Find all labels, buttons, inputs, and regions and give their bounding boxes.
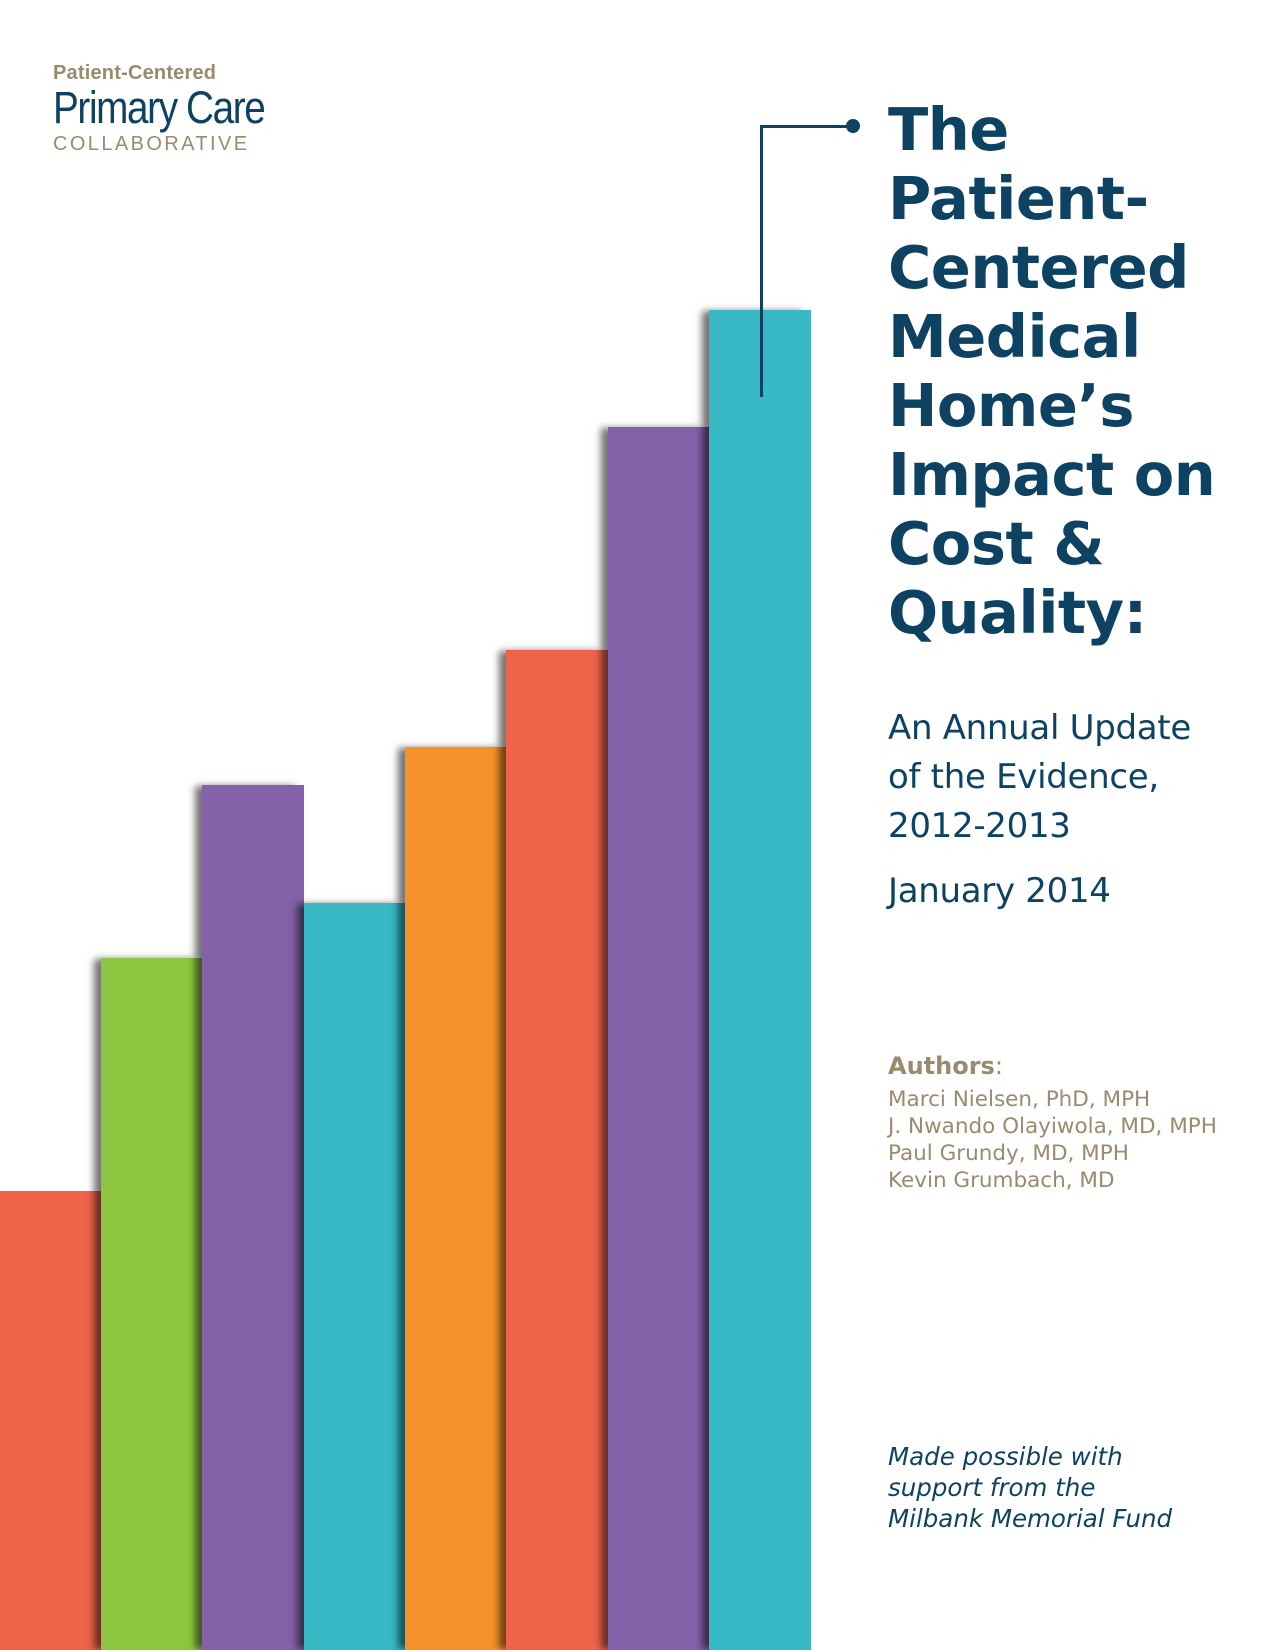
title-line: Cost & [888,509,1105,578]
title-line: The [888,95,1009,164]
decorative-bar-6 [506,650,608,1650]
title-line: Impact on [888,440,1216,509]
logo-top-text: Patient-Centered [53,62,217,84]
funding-note: Made possible with support from the Milb… [888,1441,1258,1534]
report-title: The Patient- Centered Medical Home’s Imp… [888,95,1268,647]
report-subtitle: An Annual Update of the Evidence, 2012-2… [888,704,1268,851]
callout-dot [846,119,860,133]
title-line: Home’s [888,371,1134,440]
funding-line: Made possible with [888,1442,1123,1471]
title-line: Quality: [888,578,1147,647]
decorative-bar-3 [202,785,304,1650]
callout-line-vertical [760,125,763,397]
author-name: Kevin Grumbach, MD [888,1168,1115,1193]
subtitle-line: An Annual Update [888,708,1191,748]
subtitle-line: 2012-2013 [888,806,1071,846]
title-line: Patient- [888,164,1149,233]
decorative-bar-2 [101,958,202,1650]
subtitle-line: of the Evidence, [888,757,1159,797]
author-name: Paul Grundy, MD, MPH [888,1141,1129,1166]
decorative-bar-7 [608,427,709,1650]
publication-date: January 2014 [888,871,1111,911]
organization-logo: Patient-Centered Primary Care COLLABORAT… [53,62,273,156]
callout-line-horizontal [760,125,852,128]
title-line: Medical [888,302,1141,371]
decorative-bar-4 [304,903,405,1650]
author-name: J. Nwando Olayiwola, MD, MPH [888,1114,1217,1139]
authors-heading-label: Authors [888,1052,995,1080]
funding-line: Milbank Memorial Fund [888,1504,1173,1533]
decorative-bar-1 [0,1191,101,1650]
funding-line: support from the [888,1473,1096,1502]
title-line: Centered [888,233,1189,302]
authors-section: Authors: Marci Nielsen, PhD, MPH J. Nwan… [888,1050,1268,1194]
authors-heading-colon: : [994,1052,1003,1080]
decorative-bar-5 [405,747,506,1650]
author-name: Marci Nielsen, PhD, MPH [888,1087,1151,1112]
authors-heading: Authors: [888,1050,1268,1082]
decorative-bar-8 [709,310,811,1650]
logo-sub-text: COLLABORATIVE [53,133,250,155]
title-block: The Patient- Centered Medical Home’s Imp… [888,95,1268,911]
logo-main-text: Primary Care [53,82,266,133]
